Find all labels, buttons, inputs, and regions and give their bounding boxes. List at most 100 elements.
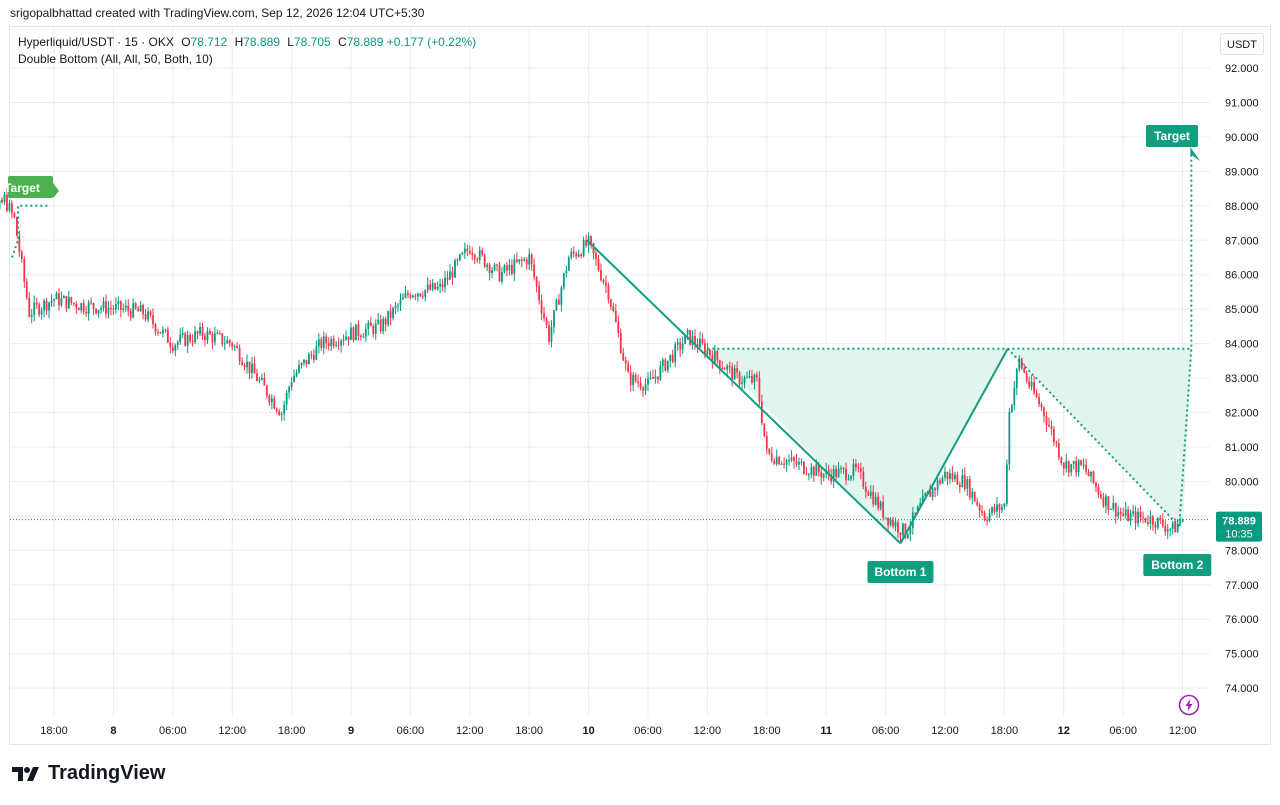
candle-body [1040, 404, 1043, 408]
candle-body [924, 493, 927, 496]
previous-target-box[interactable] [8, 176, 53, 198]
time-tick-label: 18:00 [40, 725, 68, 737]
candle-body [317, 339, 320, 347]
candle-body [105, 301, 107, 314]
candle-body [55, 293, 58, 300]
candle-body [248, 361, 251, 373]
candle-body [186, 334, 189, 346]
candle-body [501, 272, 503, 282]
candle-body [1127, 509, 1130, 522]
candle-body [189, 334, 192, 342]
candle-body [466, 248, 469, 252]
candle-body [114, 304, 117, 310]
candle-body [127, 305, 130, 311]
price-tick-label: 74.000 [1225, 683, 1259, 695]
bottom-1-label-box[interactable] [867, 561, 934, 583]
candle-body [345, 336, 347, 340]
candle-body [562, 273, 565, 288]
candle-body [20, 251, 23, 260]
symbol-title[interactable]: Hyperliquid/USDT · 15 · OKX [18, 35, 174, 49]
candle-body [701, 338, 704, 344]
candle-body [411, 295, 414, 298]
bottom-2-label-box[interactable] [1143, 554, 1212, 576]
candle-body [85, 311, 88, 314]
time-tick-label: 12 [1058, 725, 1070, 737]
currency-unit-button[interactable]: USDT [1220, 33, 1264, 55]
candle-body [1025, 372, 1028, 381]
candle-body [686, 329, 689, 335]
candle-body [107, 307, 110, 314]
high-label: H [234, 35, 244, 49]
candle-body [43, 300, 45, 311]
candle-body [174, 345, 177, 351]
time-tick-label: 06:00 [872, 725, 900, 737]
candle-body [842, 468, 845, 470]
candle-body [775, 456, 778, 464]
price-tick-label: 77.000 [1225, 580, 1259, 592]
candle-body [48, 302, 50, 311]
candle-body [280, 413, 283, 416]
candle-body [914, 512, 917, 514]
candle-body [600, 270, 602, 281]
pattern-leg-3[interactable] [1006, 348, 1181, 527]
candle-body [1018, 358, 1021, 370]
candle-body [491, 270, 493, 274]
low-label: L [287, 35, 294, 49]
candle-body [152, 315, 154, 325]
price-tick-label: 91.000 [1225, 97, 1259, 109]
candle-body [916, 506, 919, 513]
candle-body [810, 466, 813, 475]
candle-body [699, 338, 701, 348]
candle-body [773, 460, 776, 464]
candle-body [510, 264, 513, 274]
candle-body [647, 378, 649, 385]
candle-body [708, 349, 711, 355]
candle-body [961, 474, 964, 487]
lightning-bolt-icon[interactable] [1178, 694, 1200, 716]
candle-body [835, 469, 837, 478]
candle-body [996, 504, 998, 512]
candle-body [149, 311, 152, 316]
candle-body [424, 290, 427, 297]
candle-body [243, 365, 246, 368]
candle-body [322, 336, 325, 348]
candle-body [310, 354, 313, 356]
candle-body [783, 463, 786, 465]
candle-body [1023, 368, 1026, 373]
candle-body [1080, 460, 1083, 465]
candle-body [315, 346, 318, 360]
candle-body [256, 373, 258, 381]
candle-body [1035, 392, 1038, 398]
candle-body [147, 311, 149, 320]
tradingview-logo[interactable]: TradingView [12, 762, 165, 785]
candle-body [446, 277, 449, 280]
last-price-tag[interactable] [1216, 511, 1262, 542]
change-value: +0.177 [386, 35, 424, 49]
candle-body [1181, 519, 1184, 522]
candle-body [790, 457, 793, 461]
pattern-leg-2[interactable] [899, 348, 1009, 544]
candle-body [374, 323, 377, 334]
candle-body [506, 265, 508, 271]
candle-body [832, 469, 835, 482]
candle-body [444, 277, 446, 288]
candle-body [929, 491, 932, 497]
candle-body [751, 375, 753, 383]
candle-body [513, 259, 516, 274]
candle-body [887, 517, 889, 526]
time-tick-label: 12:00 [1169, 725, 1197, 737]
candle-body [731, 366, 734, 380]
candle-body [100, 308, 102, 311]
candle-body [1090, 471, 1092, 477]
pattern-leg-1[interactable] [586, 239, 902, 545]
candle-body [159, 331, 162, 334]
indicator-row[interactable]: Double Bottom (All, All, 50, Both, 10) [18, 52, 213, 66]
target-label-box[interactable] [1146, 125, 1198, 147]
candle-body [765, 436, 768, 449]
candle-body [295, 372, 298, 376]
candle-body [1137, 511, 1139, 524]
candle-body [25, 281, 28, 298]
candle-body [555, 299, 558, 311]
candle-body [1013, 387, 1016, 406]
